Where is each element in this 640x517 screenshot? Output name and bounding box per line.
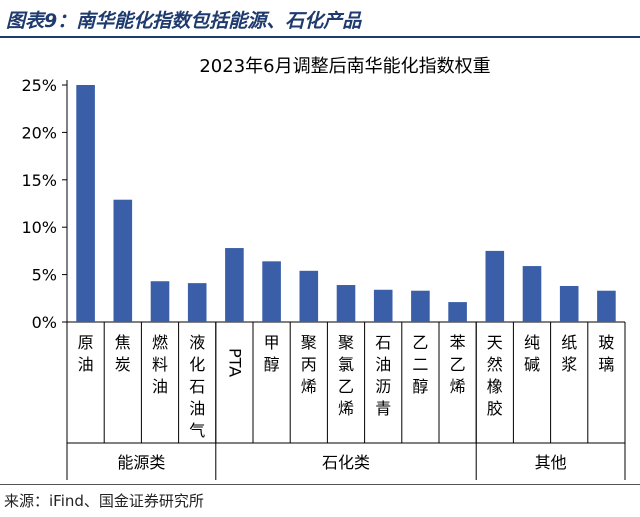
title-divider xyxy=(0,36,640,38)
bar-天然橡胶 xyxy=(485,250,505,322)
category-label: 聚氯乙烯 xyxy=(338,333,354,418)
bar-液化石油气 xyxy=(187,283,207,322)
y-tick-label: 25% xyxy=(21,76,57,95)
category-label: 焦炭 xyxy=(115,333,131,374)
bar-焦炭 xyxy=(113,199,133,322)
chart-axes: 0% 5% 10% 15% 20% 25% xyxy=(21,76,626,480)
category-label: 纯碱 xyxy=(524,333,540,374)
group-label: 能源类 xyxy=(117,453,165,472)
y-tick-label: 10% xyxy=(21,218,57,237)
category-label: PTA xyxy=(225,348,244,377)
category-label: 乙二醇 xyxy=(412,333,428,396)
category-label: 玻璃 xyxy=(598,333,614,374)
bar-乙二醇 xyxy=(411,290,430,322)
bar-燃料油 xyxy=(150,281,170,322)
category-label: 液化石油气 xyxy=(189,333,205,440)
group-labels: 能源类 石化类 其他 xyxy=(117,453,566,472)
category-label: 甲醇 xyxy=(264,333,280,374)
category-label: 纸浆 xyxy=(561,333,577,374)
source-divider xyxy=(0,484,640,485)
bar-玻璃 xyxy=(597,290,616,322)
bar-苯乙烯 xyxy=(448,302,467,322)
category-label: 苯乙烯 xyxy=(450,333,466,396)
y-tick-label: 15% xyxy=(21,171,57,190)
bar-PTA xyxy=(225,248,244,322)
group-label: 石化类 xyxy=(322,453,370,472)
category-label: 聚丙烯 xyxy=(301,333,317,396)
category-label: 燃料油 xyxy=(152,333,168,396)
bar-纸浆 xyxy=(559,285,579,322)
bar-原油 xyxy=(76,85,95,322)
bar-纯碱 xyxy=(522,266,542,322)
group-label: 其他 xyxy=(535,453,567,472)
category-label: 天然橡胶 xyxy=(487,333,503,418)
figure-title: 图表9：南华能化指数包括能源、石化产品 xyxy=(6,10,362,32)
chart-title: 2023年6月调整后南华能化指数权重 xyxy=(199,56,490,77)
source-note: 来源：iFind、国金证券研究所 xyxy=(4,492,204,510)
bar-chart: 2023年6月调整后南华能化指数权重 0% 5% 10% 15% 20% 25% 原油焦炭… xyxy=(21,56,626,480)
bar-甲醇 xyxy=(262,261,281,322)
bar-聚氯乙烯 xyxy=(336,285,356,322)
bar-石油沥青 xyxy=(373,289,393,322)
bar-聚丙烯 xyxy=(299,270,319,322)
category-label: 石油沥青 xyxy=(375,333,391,418)
y-tick-label: 20% xyxy=(21,123,57,142)
y-tick-label: 5% xyxy=(32,266,57,285)
chart-bars xyxy=(76,85,616,322)
y-tick-label: 0% xyxy=(32,313,57,332)
category-label: 原油 xyxy=(78,333,94,374)
